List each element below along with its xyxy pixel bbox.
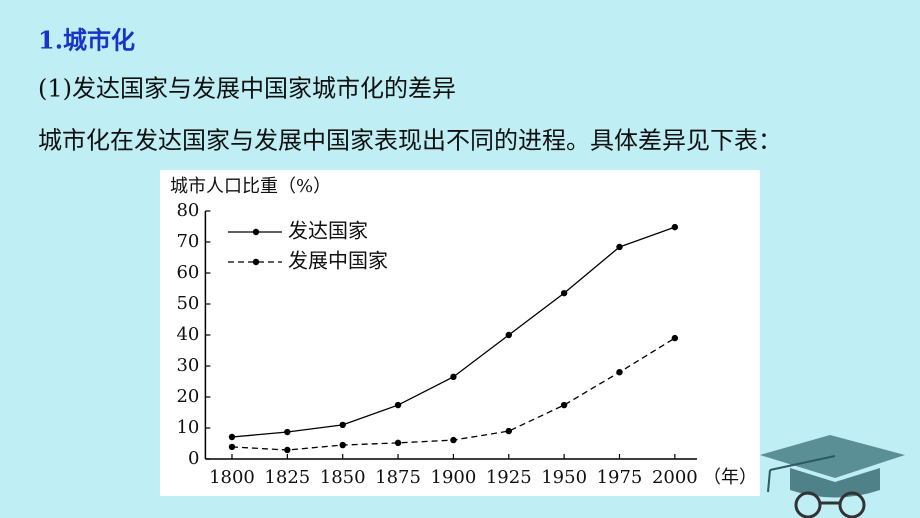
y-tick-label: 10 xyxy=(176,417,199,438)
data-point xyxy=(394,401,402,409)
x-tick-label: 1850 xyxy=(320,467,366,488)
x-tick-label: 1825 xyxy=(264,467,310,488)
data-point xyxy=(284,428,291,436)
x-tick-label: 1800 xyxy=(209,467,255,488)
y-tick-label: 50 xyxy=(176,293,199,314)
legend-marker xyxy=(252,228,260,236)
data-point xyxy=(671,223,679,231)
data-point xyxy=(616,369,623,376)
data-point xyxy=(505,427,512,435)
x-tick-label: 1975 xyxy=(597,467,643,488)
data-point xyxy=(228,433,236,441)
x-tick-label: 1900 xyxy=(431,467,477,488)
decoration xyxy=(760,435,905,518)
data-point xyxy=(505,331,512,339)
x-tick-label: 1950 xyxy=(541,467,587,488)
data-point xyxy=(284,446,291,454)
y-tick-label: 40 xyxy=(176,324,199,345)
data-point xyxy=(671,334,679,342)
chart-panel xyxy=(160,170,760,496)
x-tick-label: 1925 xyxy=(486,467,532,488)
x-tick-label: 1875 xyxy=(375,467,421,488)
y-tick-label: 0 xyxy=(188,448,199,469)
data-point xyxy=(228,443,236,451)
y-tick-label: 30 xyxy=(176,355,199,376)
y-tick-label: 70 xyxy=(176,231,199,252)
data-point xyxy=(450,373,457,381)
legend-label: 发达国家 xyxy=(288,219,368,243)
y-tick-label: 20 xyxy=(176,386,199,407)
data-point xyxy=(394,439,402,447)
data-point xyxy=(339,441,346,449)
y-tick-label: 80 xyxy=(176,200,199,221)
data-point xyxy=(560,289,568,297)
legend-label: 发展中国家 xyxy=(288,249,388,273)
y-axis-label: 城市人口比重（%） xyxy=(170,176,331,197)
x-tick-label: 2000 xyxy=(652,467,698,488)
heading: 1.城市化 xyxy=(38,26,135,55)
y-tick-label: 60 xyxy=(176,262,199,283)
x-axis-label: （年） xyxy=(703,467,757,488)
paragraph: 城市化在发达国家与发展中国家表现出不同的进程。具体差异见下表： xyxy=(38,127,782,155)
data-point xyxy=(450,436,457,444)
legend-marker xyxy=(252,258,260,266)
subheading: (1)发达国家与发展中国家城市化的差异 xyxy=(38,75,456,103)
data-point xyxy=(560,401,568,409)
data-point xyxy=(616,243,623,251)
data-point xyxy=(339,421,346,429)
